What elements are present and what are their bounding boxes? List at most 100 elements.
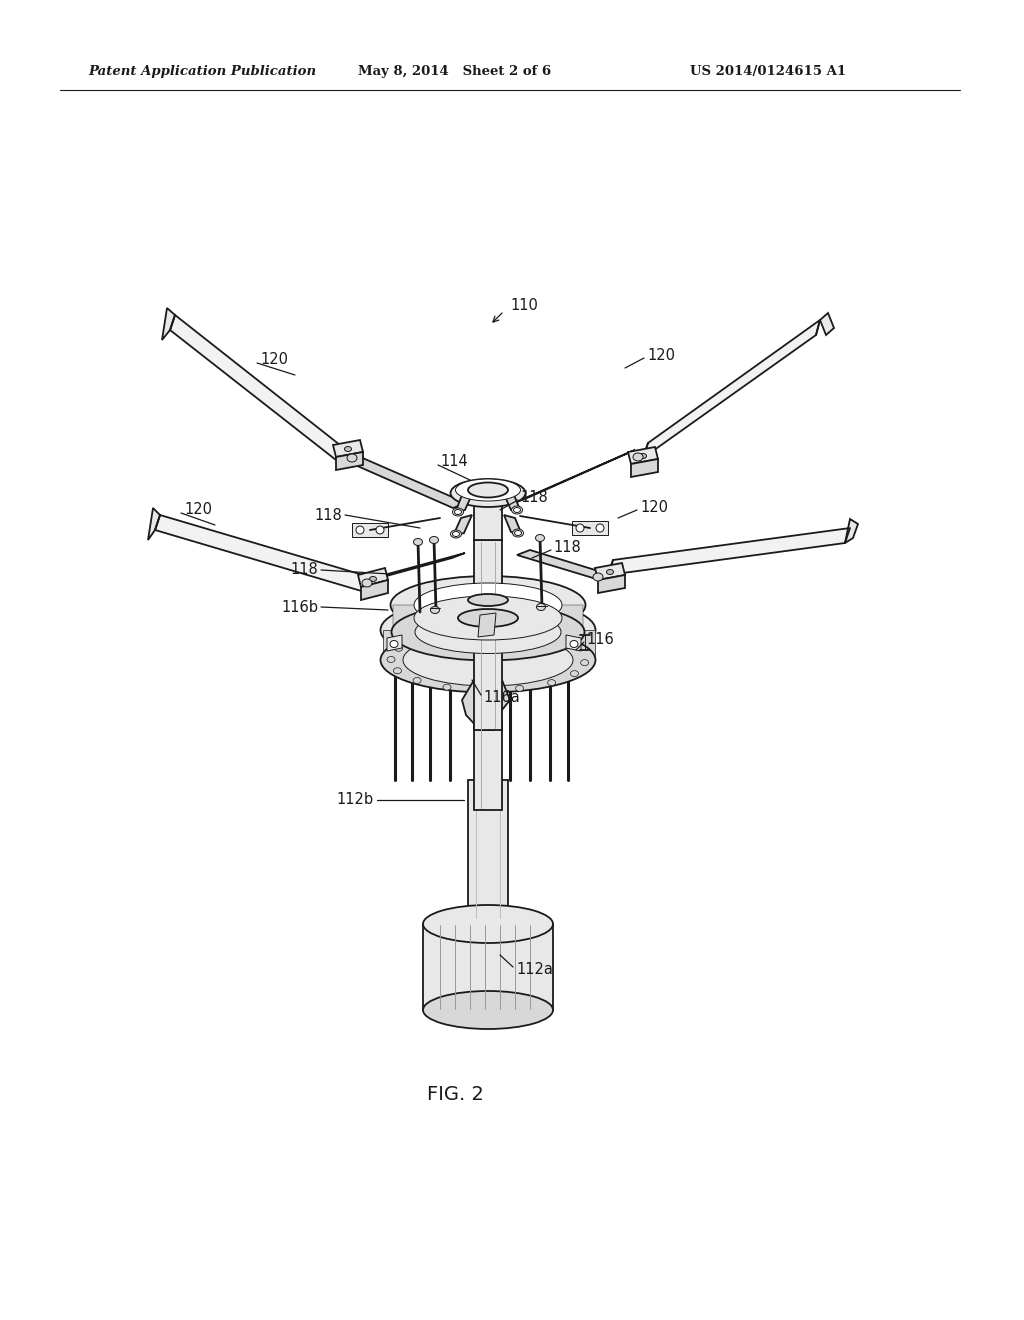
Text: 112b: 112b <box>337 792 374 808</box>
Polygon shape <box>478 612 496 638</box>
Ellipse shape <box>344 446 351 451</box>
Ellipse shape <box>390 576 586 634</box>
Ellipse shape <box>347 454 357 462</box>
Ellipse shape <box>575 524 584 532</box>
Ellipse shape <box>512 529 523 537</box>
Text: May 8, 2014   Sheet 2 of 6: May 8, 2014 Sheet 2 of 6 <box>358 66 551 78</box>
Polygon shape <box>504 515 522 535</box>
Text: 118: 118 <box>553 540 581 556</box>
Ellipse shape <box>593 573 603 581</box>
Polygon shape <box>336 451 362 470</box>
Text: US 2014/0124615 A1: US 2014/0124615 A1 <box>690 66 846 78</box>
Text: 120: 120 <box>260 352 288 367</box>
Polygon shape <box>517 550 605 578</box>
Polygon shape <box>361 579 388 601</box>
Polygon shape <box>393 605 583 632</box>
Polygon shape <box>820 313 834 335</box>
Text: 114: 114 <box>440 454 468 470</box>
Text: 120: 120 <box>640 499 668 515</box>
Ellipse shape <box>474 484 502 495</box>
Ellipse shape <box>537 603 546 610</box>
Polygon shape <box>631 459 658 477</box>
Ellipse shape <box>429 536 438 544</box>
Polygon shape <box>423 924 553 1010</box>
Polygon shape <box>383 630 595 660</box>
Ellipse shape <box>451 531 462 539</box>
Polygon shape <box>462 680 510 730</box>
Polygon shape <box>845 519 858 543</box>
Polygon shape <box>598 576 625 593</box>
Polygon shape <box>453 515 472 536</box>
Text: 116a: 116a <box>483 690 520 705</box>
Ellipse shape <box>381 598 596 663</box>
Ellipse shape <box>640 454 646 458</box>
Ellipse shape <box>430 606 439 614</box>
Ellipse shape <box>512 506 522 513</box>
Polygon shape <box>474 719 502 810</box>
Text: 116b: 116b <box>281 599 318 615</box>
Text: 116: 116 <box>586 632 613 648</box>
Text: 112a: 112a <box>516 962 553 978</box>
Polygon shape <box>468 601 508 620</box>
Ellipse shape <box>376 525 384 535</box>
Text: 120: 120 <box>184 503 212 517</box>
Polygon shape <box>643 319 820 458</box>
Ellipse shape <box>458 609 518 627</box>
Polygon shape <box>387 635 402 651</box>
Polygon shape <box>455 492 473 513</box>
Ellipse shape <box>381 627 596 693</box>
Ellipse shape <box>403 605 573 656</box>
Ellipse shape <box>403 634 573 686</box>
Polygon shape <box>352 523 388 537</box>
Ellipse shape <box>515 685 523 692</box>
Polygon shape <box>608 528 850 576</box>
Ellipse shape <box>453 532 460 536</box>
Ellipse shape <box>456 479 520 502</box>
Ellipse shape <box>394 645 402 651</box>
Polygon shape <box>474 540 502 730</box>
Ellipse shape <box>570 671 579 677</box>
Ellipse shape <box>362 579 372 587</box>
Ellipse shape <box>514 531 521 536</box>
Ellipse shape <box>633 453 643 461</box>
Ellipse shape <box>479 686 487 693</box>
Ellipse shape <box>513 507 520 512</box>
Ellipse shape <box>581 660 589 665</box>
Ellipse shape <box>387 656 395 663</box>
Text: FIG. 2: FIG. 2 <box>427 1085 483 1105</box>
Ellipse shape <box>393 668 401 673</box>
Ellipse shape <box>414 583 562 627</box>
Polygon shape <box>474 490 502 540</box>
Text: 110: 110 <box>510 297 538 313</box>
Polygon shape <box>333 440 362 457</box>
Ellipse shape <box>414 539 423 545</box>
Polygon shape <box>148 508 160 540</box>
Ellipse shape <box>391 603 585 660</box>
Ellipse shape <box>390 640 398 648</box>
Polygon shape <box>595 564 625 579</box>
Polygon shape <box>503 492 521 512</box>
Ellipse shape <box>423 906 553 942</box>
Polygon shape <box>162 308 175 341</box>
Ellipse shape <box>413 677 421 684</box>
Ellipse shape <box>415 610 561 653</box>
Text: 120: 120 <box>647 347 675 363</box>
Ellipse shape <box>536 535 545 541</box>
Ellipse shape <box>370 577 377 582</box>
Polygon shape <box>155 515 380 595</box>
Ellipse shape <box>468 594 508 606</box>
Polygon shape <box>572 521 608 535</box>
Polygon shape <box>628 447 658 465</box>
Polygon shape <box>514 450 635 503</box>
Ellipse shape <box>451 479 525 507</box>
Ellipse shape <box>453 508 464 516</box>
Polygon shape <box>346 455 466 508</box>
Text: 118: 118 <box>314 507 342 523</box>
Ellipse shape <box>443 684 451 690</box>
Ellipse shape <box>455 510 462 515</box>
Text: Patent Application Publication: Patent Application Publication <box>88 66 316 78</box>
Text: 118: 118 <box>520 491 548 506</box>
Ellipse shape <box>606 569 613 574</box>
Polygon shape <box>566 635 581 651</box>
Ellipse shape <box>423 991 553 1030</box>
